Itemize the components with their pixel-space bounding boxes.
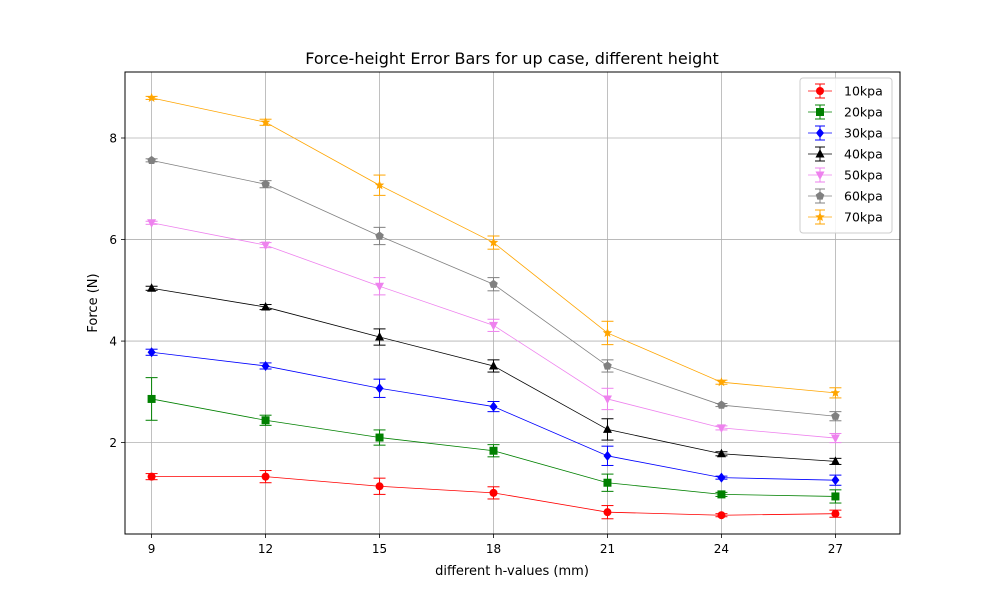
series-10kpa bbox=[145, 470, 842, 520]
legend-marker bbox=[815, 171, 825, 180]
data-point bbox=[147, 472, 156, 481]
data-point bbox=[375, 433, 384, 442]
data-point bbox=[831, 509, 840, 518]
data-point bbox=[602, 327, 613, 337]
legend: 10kpa 20kpa 30kpa 40kpa 50kpa 60kpa 70kpa bbox=[799, 77, 893, 234]
data-point bbox=[261, 416, 270, 425]
data-point bbox=[147, 283, 157, 292]
data-point bbox=[489, 446, 498, 455]
data-point bbox=[830, 434, 840, 444]
data-point bbox=[147, 219, 157, 228]
x-tick-label: 27 bbox=[828, 542, 843, 556]
x-tick-label: 18 bbox=[486, 542, 501, 556]
legend-label: 30kpa bbox=[844, 126, 883, 141]
data-point bbox=[147, 347, 156, 358]
legend-entry: 70kpa bbox=[808, 209, 883, 225]
legend-label: 40kpa bbox=[844, 147, 883, 162]
x-tick-label: 12 bbox=[258, 542, 273, 556]
chart-title: Force-height Error Bars for up case, dif… bbox=[305, 49, 718, 68]
legend-marker bbox=[815, 191, 825, 200]
data-point bbox=[261, 179, 270, 188]
data-point bbox=[489, 401, 498, 412]
x-tick-label: 9 bbox=[148, 542, 156, 556]
x-tick-label: 15 bbox=[372, 542, 387, 556]
data-point bbox=[602, 424, 612, 433]
y-tick-label: 6 bbox=[109, 233, 117, 247]
data-point bbox=[375, 482, 384, 491]
legend-entry: 30kpa bbox=[808, 125, 883, 141]
data-point bbox=[261, 302, 271, 311]
data-point bbox=[603, 478, 612, 487]
data-point bbox=[489, 360, 499, 370]
legend-entry: 50kpa bbox=[808, 167, 883, 183]
data-point bbox=[831, 492, 840, 501]
data-point bbox=[374, 180, 385, 190]
legend-label: 60kpa bbox=[844, 189, 883, 204]
data-point bbox=[147, 394, 156, 403]
data-point bbox=[488, 237, 499, 247]
legend-marker bbox=[816, 87, 824, 95]
legend-marker bbox=[815, 212, 825, 222]
legend-entry: 10kpa bbox=[808, 83, 883, 99]
data-point bbox=[261, 360, 270, 371]
y-axis-ticks: 2 4 6 8 bbox=[109, 132, 125, 450]
series-40kpa bbox=[145, 283, 842, 465]
data-point bbox=[375, 231, 384, 240]
series-30kpa bbox=[145, 347, 842, 486]
data-point bbox=[489, 488, 498, 497]
data-point bbox=[603, 450, 612, 461]
x-axis-ticks: 9 12 15 18 21 24 27 bbox=[148, 534, 843, 556]
data-point bbox=[717, 511, 726, 520]
data-point bbox=[489, 321, 499, 331]
y-tick-label: 2 bbox=[109, 436, 117, 450]
data-point bbox=[716, 424, 726, 433]
y-tick-label: 8 bbox=[109, 132, 117, 146]
data-point bbox=[717, 472, 726, 483]
series-70kpa bbox=[145, 92, 842, 399]
x-axis-label: different h-values (mm) bbox=[435, 564, 589, 579]
data-point bbox=[261, 241, 271, 251]
data-point bbox=[375, 383, 384, 394]
data-point bbox=[717, 400, 726, 409]
data-point bbox=[147, 155, 156, 164]
legend-marker bbox=[815, 149, 825, 158]
data-point bbox=[830, 456, 840, 465]
data-point bbox=[602, 395, 612, 404]
data-point bbox=[603, 361, 612, 370]
legend-marker bbox=[816, 108, 824, 116]
legend-label: 50kpa bbox=[844, 168, 883, 183]
x-tick-label: 21 bbox=[600, 542, 615, 556]
series-50kpa bbox=[145, 219, 842, 444]
series-20kpa bbox=[145, 377, 842, 504]
data-point bbox=[375, 282, 385, 292]
legend-entry: 40kpa bbox=[808, 146, 883, 162]
data-point bbox=[260, 117, 271, 127]
legend-entry: 20kpa bbox=[808, 104, 883, 120]
legend-label: 70kpa bbox=[844, 210, 883, 225]
data-point bbox=[603, 508, 612, 517]
data-point bbox=[831, 475, 840, 486]
data-point bbox=[375, 332, 385, 341]
legend-entry: 60kpa bbox=[808, 188, 883, 204]
legend-label: 20kpa bbox=[844, 105, 883, 120]
data-point bbox=[489, 279, 498, 288]
series-60kpa bbox=[145, 155, 842, 422]
data-point bbox=[717, 490, 726, 499]
data-point bbox=[831, 411, 840, 420]
legend-label: 10kpa bbox=[844, 84, 883, 99]
data-point bbox=[830, 387, 841, 397]
data-point bbox=[146, 92, 157, 102]
data-series bbox=[145, 92, 842, 520]
y-tick-label: 4 bbox=[109, 335, 117, 349]
y-axis-label: Force (N) bbox=[86, 273, 101, 332]
legend-marker bbox=[816, 128, 824, 138]
axes-frame bbox=[124, 71, 901, 535]
data-point bbox=[716, 377, 727, 387]
x-tick-label: 24 bbox=[714, 542, 729, 556]
data-point bbox=[261, 472, 270, 481]
data-point bbox=[716, 448, 726, 458]
